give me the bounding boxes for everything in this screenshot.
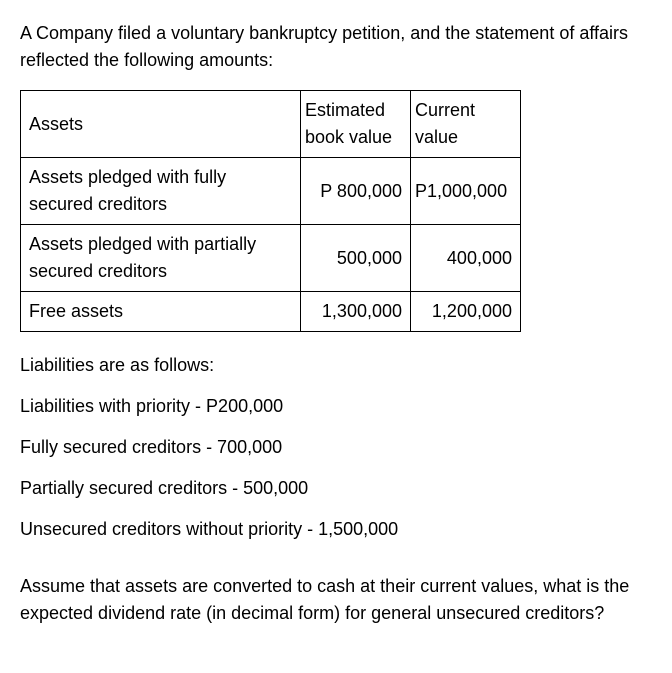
header-col1-line1: Estimated [305, 100, 385, 120]
table-row: Free assets 1,300,000 1,200,000 [21, 292, 521, 332]
liabilities-heading: Liabilities are as follows: [20, 352, 652, 379]
header-col2-line1: Current [415, 100, 475, 120]
header-current: Current value [411, 91, 521, 158]
row1-v2: P1,000,000 [411, 158, 521, 225]
liability-line-4: Unsecured creditors without priority - 1… [20, 516, 652, 543]
liability-line-3: Partially secured creditors - 500,000 [20, 475, 652, 502]
header-col1-line2: book value [305, 127, 392, 147]
row2-v1: 500,000 [301, 225, 411, 292]
question-text: Assume that assets are converted to cash… [20, 573, 652, 627]
header-estimated: Estimated book value [301, 91, 411, 158]
row2-label: Assets pledged with partially secured cr… [21, 225, 301, 292]
liability-line-1: Liabilities with priority - P200,000 [20, 393, 652, 420]
header-assets: Assets [21, 91, 301, 158]
assets-table: Assets Estimated book value Current valu… [20, 90, 521, 332]
row3-label: Free assets [21, 292, 301, 332]
row3-v1: 1,300,000 [301, 292, 411, 332]
table-header-row: Assets Estimated book value Current valu… [21, 91, 521, 158]
intro-text: A Company filed a voluntary bankruptcy p… [20, 20, 652, 74]
row3-v2: 1,200,000 [411, 292, 521, 332]
table-row: Assets pledged with partially secured cr… [21, 225, 521, 292]
row1-label: Assets pledged with fully secured credit… [21, 158, 301, 225]
table-row: Assets pledged with fully secured credit… [21, 158, 521, 225]
row2-v2: 400,000 [411, 225, 521, 292]
liability-line-2: Fully secured creditors - 700,000 [20, 434, 652, 461]
row1-v1: P 800,000 [301, 158, 411, 225]
header-col2-line2: value [415, 127, 458, 147]
